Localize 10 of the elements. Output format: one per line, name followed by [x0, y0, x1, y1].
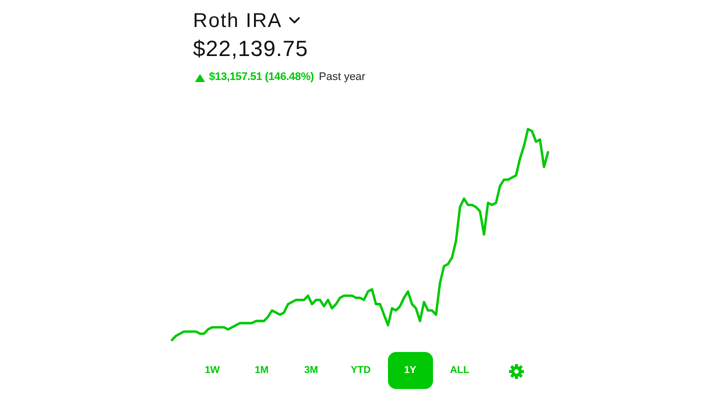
text: ALL: [448, 365, 470, 376]
text: 1M: [254, 365, 270, 376]
chart-subtitle: $22,139.75: [193, 36, 308, 61]
text: 1Y: [403, 365, 418, 376]
text: $13,157.51 (146.48%): [209, 71, 314, 83]
chart-title: Roth IRA: [193, 10, 282, 32]
text: 3M: [303, 365, 320, 376]
text: YTD: [350, 365, 372, 376]
text: 1W: [204, 365, 221, 376]
text: Past year: [318, 71, 366, 83]
